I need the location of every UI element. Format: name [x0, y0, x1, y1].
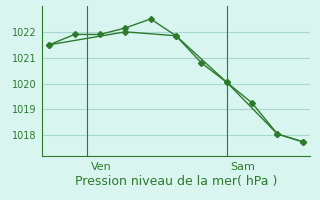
- Text: Sam: Sam: [230, 162, 255, 172]
- X-axis label: Pression niveau de la mer( hPa ): Pression niveau de la mer( hPa ): [75, 175, 277, 188]
- Text: Ven: Ven: [91, 162, 112, 172]
